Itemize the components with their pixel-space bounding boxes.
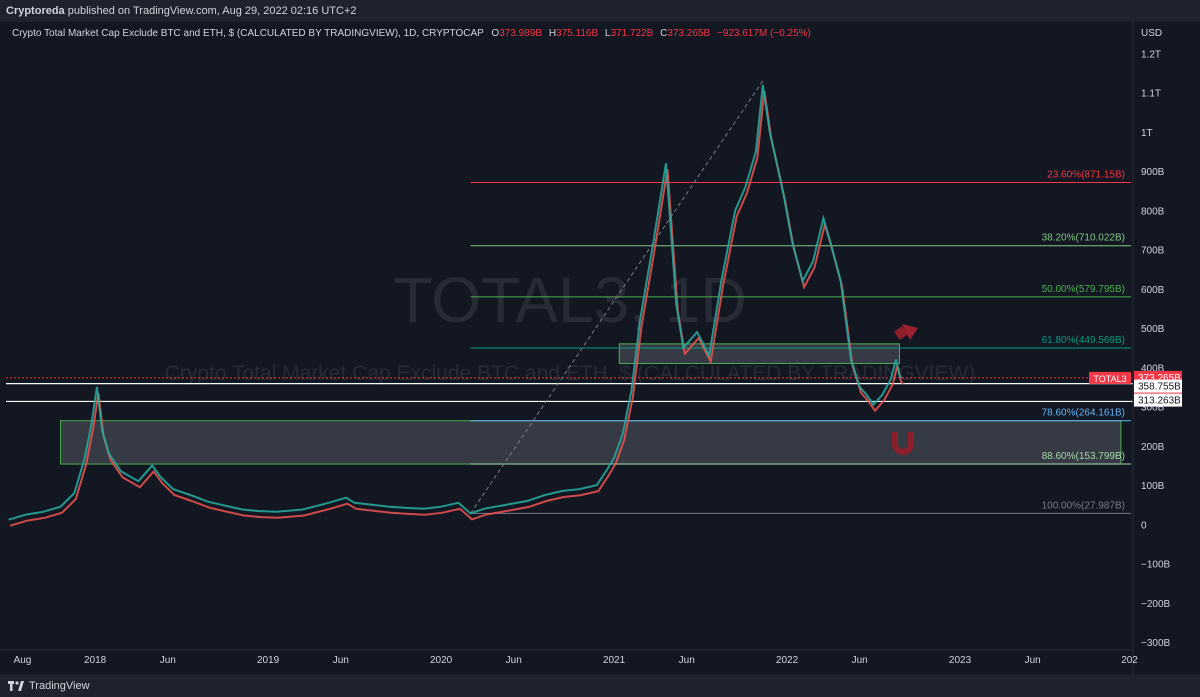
time-tick-2: Jun	[160, 655, 176, 666]
price-tick-0: 1.2T	[1141, 49, 1161, 60]
published-text: published on TradingView.com, Aug 29, 20…	[67, 5, 357, 17]
legend-low-label: L	[605, 28, 611, 39]
time-axis-ticks: Aug 2018 Jun 2019 Jun 2020 Jun 2021 Jun 2022 Jun 20…	[14, 655, 1139, 666]
price-badge: 373.265B	[1138, 373, 1181, 384]
time-tick-12: Jun	[1025, 655, 1041, 666]
fib-label-4: 78.60%(264.161B)	[1042, 408, 1125, 419]
level1-badge: 358.755B	[1138, 382, 1181, 393]
published-header: Cryptoreda published on TradingView.com,…	[0, 0, 1200, 22]
time-tick-1: 2018	[84, 655, 107, 666]
time-tick-0: Aug	[14, 655, 32, 666]
series-line-down	[9, 90, 904, 527]
legend-open-label: O	[491, 28, 499, 39]
price-tick-6: 600B	[1141, 285, 1165, 296]
price-tick-2: 1T	[1141, 128, 1153, 139]
time-tick-8: Jun	[679, 655, 695, 666]
price-tick-11: 100B	[1141, 481, 1165, 492]
price-tick-8: 400B	[1141, 363, 1165, 374]
time-tick-9: 2022	[776, 655, 799, 666]
price-chart[interactable]: TOTAL3, 1D Crypto Total Market Cap Exclu…	[0, 22, 1200, 674]
price-tick-3: 900B	[1141, 167, 1165, 178]
fib-label-2: 50.00%(579.795B)	[1042, 284, 1125, 295]
price-tick-10: 200B	[1141, 442, 1165, 453]
fib-label-0: 23.60%(871.15B)	[1047, 169, 1125, 180]
chart-area[interactable]: TOTAL3, 1D Crypto Total Market Cap Exclu…	[0, 22, 1200, 674]
tradingview-logo-icon	[8, 680, 24, 691]
legend: Crypto Total Market Cap Exclude BTC and …	[12, 28, 811, 39]
time-tick-6: Jun	[506, 655, 522, 666]
legend-change: −923.617M (−0.25%)	[717, 28, 811, 39]
price-tick-1: 1.1T	[1141, 89, 1161, 100]
zones-layer	[60, 343, 1122, 465]
price-tick-13: −100B	[1141, 560, 1171, 571]
fib-label-1: 38.20%(710.022B)	[1042, 233, 1125, 244]
legend-high-value: 375.116B	[556, 28, 598, 39]
watermark-symbol: TOTAL3, 1D	[393, 264, 746, 336]
watermark-description: Crypto Total Market Cap Exclude BTC and …	[165, 362, 976, 385]
price-axis-ticks: 1.2T 1.1T 1T 900B 800B 700B 600B 500B 400B 300B 20…	[1141, 49, 1171, 649]
symbol-badge: TOTAL3	[1093, 374, 1126, 384]
magnet-icon	[892, 432, 914, 455]
svg-text:Crypto Total Market Cap Exclud: Crypto Total Market Cap Exclude BTC and …	[12, 28, 811, 39]
legend-open-value: 373.989B	[499, 28, 542, 39]
fib-label-3: 61.80%(449.569B)	[1042, 335, 1125, 346]
level2-badge-bg	[1134, 393, 1182, 407]
zone-box-0	[60, 420, 1122, 465]
level1-badge-bg	[1134, 379, 1182, 393]
price-axis-bg	[1133, 22, 1200, 674]
symbol-badge-bg	[1089, 371, 1131, 384]
time-tick-13: 202	[1121, 655, 1138, 666]
currency-label: USD	[1141, 28, 1162, 39]
hline-layer	[6, 80, 1133, 514]
price-tick-12: 0	[1141, 520, 1147, 531]
fib-layer: 23.60%(871.15B) 38.20%(710.022B) 50.00%(57…	[470, 169, 1131, 514]
time-tick-7: 2021	[603, 655, 626, 666]
series-layer	[8, 84, 904, 527]
legend-high-label: H	[549, 28, 556, 39]
up-arrow-icon	[894, 324, 918, 340]
price-tick-4: 800B	[1141, 206, 1165, 217]
price-tick-15: −300B	[1141, 638, 1171, 649]
price-tick-9: 300B	[1141, 403, 1165, 414]
footer-bar: TradingView	[0, 674, 1200, 697]
legend-title: Crypto Total Market Cap Exclude BTC and …	[12, 28, 484, 39]
time-tick-11: 2023	[949, 655, 972, 666]
fib-label-5: 88.60%(153.799B)	[1042, 451, 1125, 462]
series-line-up	[8, 84, 903, 521]
price-tick-5: 700B	[1141, 246, 1165, 257]
zone-box-1	[618, 343, 900, 364]
time-tick-5: 2020	[430, 655, 453, 666]
price-tick-14: −200B	[1141, 599, 1171, 610]
time-tick-3: 2019	[257, 655, 280, 666]
footer-brand: TradingView	[29, 679, 90, 692]
trend-line	[470, 80, 764, 514]
publisher-name: Cryptoreda	[6, 5, 65, 17]
legend-close-label: C	[660, 28, 667, 39]
time-tick-10: Jun	[852, 655, 868, 666]
level2-badge: 313.263B	[1138, 396, 1181, 407]
price-tick-7: 500B	[1141, 324, 1165, 335]
legend-low-value: 371.722B	[610, 28, 653, 39]
fib-label-6: 100.00%(27.987B)	[1042, 500, 1125, 511]
legend-close-value: 373.265B	[667, 28, 710, 39]
time-tick-4: Jun	[333, 655, 349, 666]
